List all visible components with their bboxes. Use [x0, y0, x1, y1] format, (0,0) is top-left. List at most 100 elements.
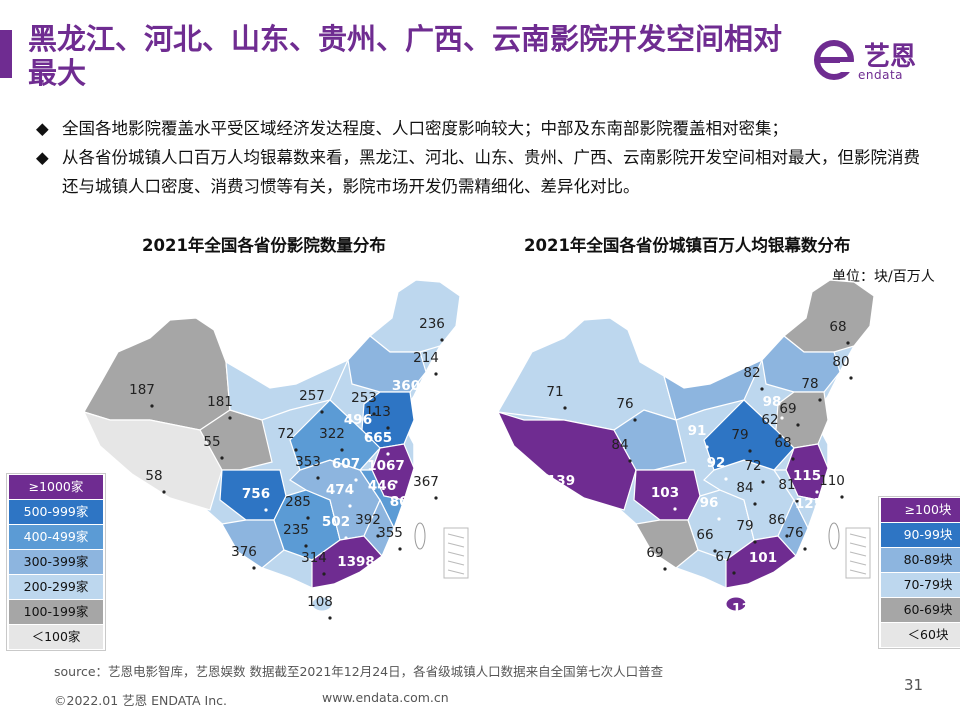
bullet-text: 从各省份城镇人口百万人均银幕数来看，黑龙江、河北、山东、贵州、广西、云南影院开发…	[62, 148, 920, 196]
cinema-count-label: 446	[368, 478, 396, 494]
province-dot	[150, 404, 154, 408]
cinema-count-map	[82, 279, 469, 612]
province-dot	[372, 412, 376, 416]
screens-per-million-label: 79	[731, 427, 748, 443]
screens-per-million-label: 72	[744, 458, 761, 474]
province-dot	[364, 576, 368, 580]
province-dot	[344, 536, 348, 540]
province-dot	[264, 508, 268, 512]
province-dot	[414, 400, 418, 404]
inset-line	[849, 542, 867, 548]
province-dot	[761, 480, 765, 484]
province-dot	[440, 338, 444, 342]
legend-item: 200-299家	[9, 575, 103, 599]
province-dot	[815, 490, 819, 494]
province-dot	[320, 410, 324, 414]
diamond-bullet-icon: ◆	[36, 119, 49, 138]
screens-per-million-label: 81	[778, 477, 795, 493]
screens-per-million-label: 80	[832, 354, 849, 370]
province-region	[783, 279, 875, 353]
province-dot	[780, 416, 784, 420]
province-dot	[252, 566, 256, 570]
hainan-island	[725, 596, 747, 612]
page-number: 31	[904, 676, 924, 694]
province-dot	[569, 495, 573, 499]
province-dot	[322, 572, 326, 576]
legend-item: 70-79块	[881, 573, 960, 597]
cinema-count-label: 235	[283, 522, 309, 538]
cinema-count-label: 392	[355, 512, 381, 528]
province-dot	[785, 534, 789, 538]
legend-item: 80-89块	[881, 548, 960, 572]
province-dot	[328, 616, 332, 620]
screens-per-million-label: 82	[743, 365, 760, 381]
legend-item: ＜60块	[881, 623, 960, 647]
inset-line	[447, 533, 465, 539]
province-region	[496, 411, 637, 511]
province-dot	[306, 516, 310, 520]
screens-per-million-label: 84	[736, 480, 753, 496]
screens-per-million-label: 84	[611, 437, 628, 453]
page-title: 黑龙江、河北、山东、贵州、广西、云南影院开发空间相对最大	[28, 22, 783, 90]
legend-item: ＜100家	[9, 625, 103, 649]
province-dot	[398, 547, 402, 551]
copyright: ©2022.01 艺恩 ENDATA Inc.	[54, 693, 228, 708]
hainan-island	[311, 596, 333, 612]
province-dot	[663, 567, 667, 571]
legend-item: ≥1000家	[9, 475, 103, 499]
cinema-count-label: 802	[390, 494, 418, 510]
province-dot	[434, 496, 438, 500]
inset-line	[447, 569, 465, 575]
province-region	[761, 335, 841, 393]
cinema-count-label: 607	[332, 456, 360, 472]
inset-line	[447, 542, 465, 548]
endata-logo: 艺恩 endata	[812, 38, 932, 86]
screens-per-million-label: 139	[547, 473, 575, 489]
cinema-count-label: 214	[413, 350, 439, 366]
province-region	[83, 317, 231, 431]
cinema-count-label: 108	[307, 594, 333, 610]
province-dot	[760, 387, 764, 391]
province-dot	[796, 423, 800, 427]
inset-line	[849, 533, 867, 539]
province-dot	[376, 534, 380, 538]
province-dot	[771, 572, 775, 576]
cinema-count-label: 496	[344, 412, 372, 428]
province-region	[311, 535, 383, 589]
province-dot	[849, 376, 853, 380]
screens-per-million-label: 101	[749, 550, 777, 566]
screens-per-million-label: 110	[819, 473, 845, 489]
province-dot	[732, 571, 736, 575]
unit-label: 单位：块/百万人	[832, 269, 935, 285]
screens-per-million-label: 98	[763, 394, 782, 410]
province-dot	[817, 518, 821, 522]
province-region	[347, 335, 427, 393]
cinema-count-label: 72	[277, 426, 294, 442]
screens-per-million-label: 68	[774, 435, 791, 451]
left-chart-title: 2021年全国各省份影院数量分布	[142, 236, 386, 255]
cinema-count-label: 665	[364, 430, 392, 446]
province-region	[363, 498, 395, 558]
right-chart-title: 2021年全国各省份城镇百万人均银幕数分布	[524, 236, 851, 255]
cinema-count-label: 355	[377, 525, 403, 541]
province-dot	[340, 448, 344, 452]
screens-per-million-label: 66	[696, 527, 713, 543]
province-dot	[348, 504, 352, 508]
province-dot	[162, 490, 166, 494]
province-dot	[386, 452, 390, 456]
cinema-count-label: 113	[365, 404, 391, 420]
cinema-count-label: 376	[231, 544, 257, 560]
province-region	[703, 399, 795, 471]
cinema-count-label: 314	[301, 550, 327, 566]
inset-line	[849, 569, 867, 575]
province-region	[82, 411, 223, 511]
logo-mark-icon	[814, 40, 854, 80]
screens-per-million-label: 103	[651, 485, 679, 501]
province-dot	[791, 457, 795, 461]
province-dot	[316, 476, 320, 480]
screens-per-million-label: 67	[715, 549, 732, 565]
logo-name: 艺恩	[864, 42, 917, 72]
province-dot	[390, 500, 394, 504]
screens-per-million-label: 62	[761, 412, 778, 428]
